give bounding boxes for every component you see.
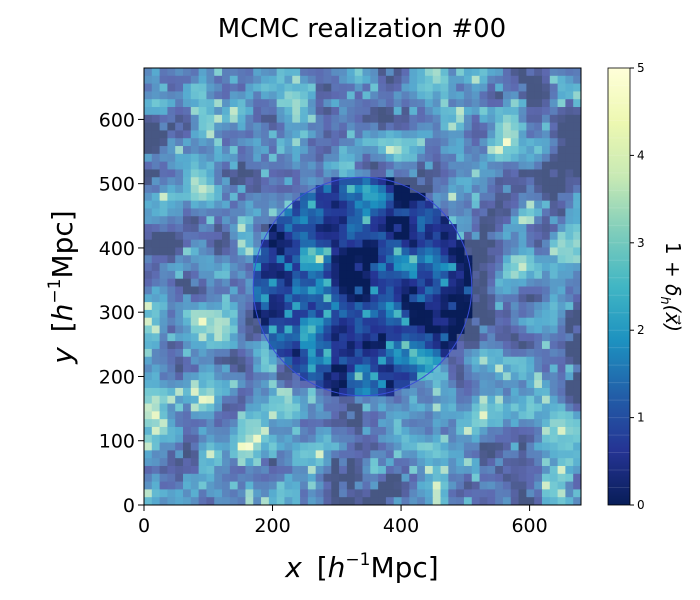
colorbar-tick-label: 1	[637, 411, 645, 425]
colorbar	[608, 68, 630, 505]
colorbar-tick-label: 4	[637, 148, 645, 162]
colorbar-frame	[607, 67, 631, 506]
colorbar-tick-label: 3	[637, 236, 645, 250]
colorbar-tick-label: 2	[637, 323, 645, 337]
x-axis-ticks: 0 200 400 600	[138, 505, 548, 537]
y-tick-label: 500	[99, 174, 135, 196]
colorbar-label: 1 + δh(x⃗)	[657, 242, 685, 332]
y-axis-ticks: 0 100 200 300 400 500 600	[99, 109, 144, 517]
colorbar-bands	[608, 84, 630, 489]
colorbar-ticks: 0 1 2 3 4 5	[630, 61, 645, 512]
x-axis-label: x [h−1Mpc]	[284, 550, 438, 584]
y-tick-label: 200	[99, 366, 135, 388]
y-tick-label: 0	[123, 495, 135, 517]
density-field-inner	[253, 177, 473, 397]
y-axis-label: y [h−1Mpc]	[45, 210, 79, 364]
y-tick-label: 300	[99, 302, 135, 324]
x-tick-label: 200	[254, 515, 290, 537]
chart-title: MCMC realization #00	[218, 14, 506, 44]
analysis-circle	[252, 176, 473, 397]
x-tick-label: 600	[511, 515, 547, 537]
x-tick-label: 400	[383, 515, 419, 537]
y-tick-label: 600	[99, 109, 135, 131]
y-tick-label: 400	[99, 238, 135, 260]
colorbar-tick-label: 5	[637, 61, 645, 75]
density-field-outer	[144, 68, 581, 505]
x-tick-label: 0	[138, 515, 150, 537]
y-tick-label: 100	[99, 431, 135, 453]
plot-frame	[143, 67, 582, 506]
colorbar-tick-label: 0	[637, 498, 645, 512]
